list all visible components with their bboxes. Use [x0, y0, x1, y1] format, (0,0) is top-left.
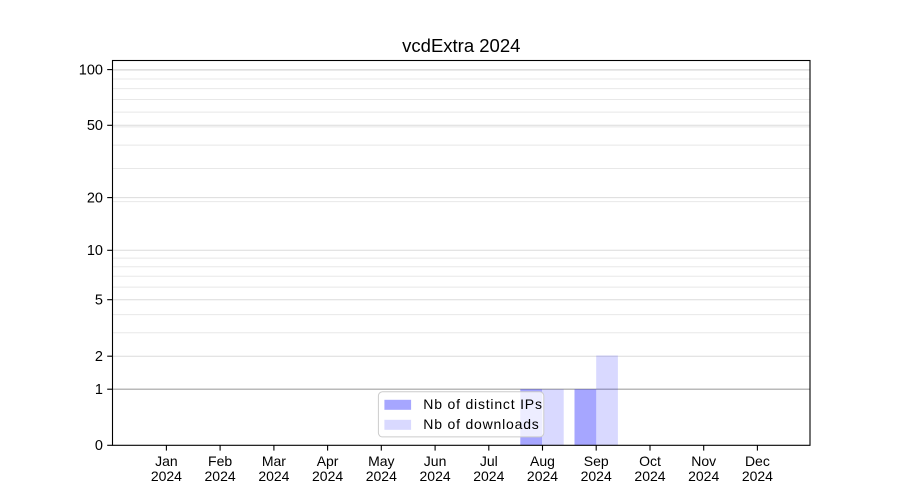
svg-text:Apr: Apr	[317, 453, 339, 469]
svg-text:2024: 2024	[581, 468, 612, 484]
svg-text:2024: 2024	[258, 468, 289, 484]
svg-text:100: 100	[79, 63, 103, 79]
svg-text:2024: 2024	[473, 468, 504, 484]
svg-text:2024: 2024	[205, 468, 236, 484]
svg-text:10: 10	[87, 243, 103, 259]
svg-text:Aug: Aug	[530, 453, 555, 469]
svg-text:Sep: Sep	[584, 453, 609, 469]
svg-text:vcdExtra 2024: vcdExtra 2024	[402, 35, 520, 56]
svg-text:2024: 2024	[312, 468, 343, 484]
svg-text:Nb of distinct IPs: Nb of distinct IPs	[423, 396, 542, 412]
svg-text:2024: 2024	[634, 468, 665, 484]
svg-text:0: 0	[95, 438, 103, 454]
svg-text:2024: 2024	[527, 468, 558, 484]
svg-text:2024: 2024	[688, 468, 719, 484]
svg-text:Feb: Feb	[208, 453, 232, 469]
svg-text:50: 50	[87, 118, 103, 134]
svg-text:Nov: Nov	[691, 453, 716, 469]
svg-text:Dec: Dec	[745, 453, 770, 469]
svg-text:2024: 2024	[366, 468, 397, 484]
svg-text:2: 2	[95, 349, 103, 365]
svg-text:1: 1	[95, 382, 103, 398]
svg-text:Jun: Jun	[424, 453, 447, 469]
svg-text:Jan: Jan	[155, 453, 178, 469]
svg-text:2024: 2024	[742, 468, 773, 484]
svg-text:5: 5	[95, 293, 103, 309]
svg-text:2024: 2024	[151, 468, 182, 484]
svg-text:Nb of downloads: Nb of downloads	[423, 416, 539, 432]
svg-text:May: May	[368, 453, 394, 469]
svg-text:Oct: Oct	[639, 453, 661, 469]
svg-text:Mar: Mar	[262, 453, 286, 469]
svg-text:2024: 2024	[420, 468, 451, 484]
svg-text:Jul: Jul	[480, 453, 498, 469]
svg-text:20: 20	[87, 191, 103, 207]
